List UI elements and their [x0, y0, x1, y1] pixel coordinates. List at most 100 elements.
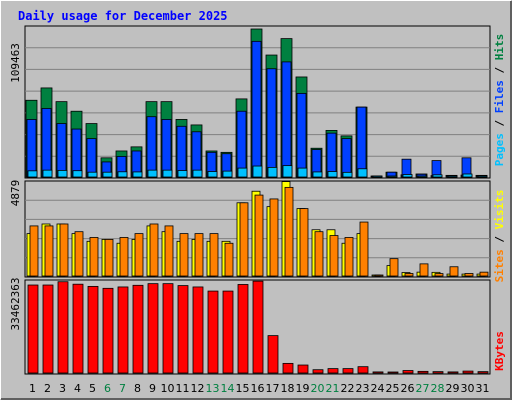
day-label-10: 10: [161, 382, 175, 395]
kbytes-legend: KBytes: [493, 331, 506, 371]
sites-bar-day-3: [59, 223, 69, 277]
kbytes-bar-day-20: [312, 369, 324, 374]
day-label-5: 5: [89, 382, 96, 395]
kbytes-bar-day-11: [177, 285, 189, 374]
kbytes-bar-day-6: [102, 287, 114, 374]
sites-bar-day-27: [419, 263, 429, 277]
sites-bar-day-5: [89, 237, 99, 277]
pages-bar-day-2: [42, 169, 53, 178]
hits-legend: Pages / Files / Hits: [493, 34, 506, 167]
kbytes-bar-day-12: [192, 286, 204, 374]
files-bar-day-5: [86, 138, 97, 178]
sites-bar-day-16: [254, 194, 264, 277]
legend-files: Files: [493, 80, 506, 113]
pages-bar-day-9: [147, 169, 158, 178]
sites-bar-day-10: [164, 225, 174, 277]
sites-bar-day-22: [344, 237, 354, 277]
legend-separator: /: [493, 113, 506, 133]
kbytes-bar-day-13: [207, 290, 219, 374]
legend-pages: Pages: [493, 133, 506, 166]
kbytes-bar-day-31: [477, 371, 489, 374]
files-bar-day-1: [26, 119, 37, 178]
kbytes-bar-day-5: [87, 285, 99, 374]
kbytes-bar-day-21: [327, 368, 339, 374]
day-label-4: 4: [74, 382, 81, 395]
visits-axis-max-label: 4879: [9, 180, 22, 207]
pages-bar-day-29: [447, 175, 458, 178]
pages-bar-day-7: [117, 171, 128, 178]
kbytes-bar-day-28: [432, 371, 444, 374]
day-label-1: 1: [29, 382, 36, 395]
day-label-29: 29: [446, 382, 460, 395]
day-label-19: 19: [296, 382, 310, 395]
sites-bar-day-9: [149, 223, 159, 277]
files-bar-day-21: [326, 132, 337, 178]
pages-bar-day-6: [102, 171, 113, 178]
sites-bar-day-12: [194, 233, 204, 277]
pages-bar-day-26: [402, 174, 413, 178]
pages-bar-day-31: [477, 175, 488, 178]
pages-bar-day-16: [252, 165, 263, 178]
kbytes-bar-day-23: [357, 366, 369, 374]
svg-text:Sites / Visits: Sites / Visits: [493, 190, 506, 283]
sites-bar-day-28: [434, 273, 444, 277]
files-bar-day-4: [71, 128, 82, 178]
day-label-23: 23: [356, 382, 370, 395]
day-label-24: 24: [371, 382, 385, 395]
sites-bar-day-25: [389, 258, 399, 277]
files-bar-day-11: [176, 125, 187, 178]
pages-bar-day-10: [162, 169, 173, 178]
pages-bar-day-1: [27, 170, 38, 178]
day-label-27: 27: [416, 382, 430, 395]
kbytes-bar-day-26: [402, 370, 414, 374]
pages-bar-day-3: [57, 170, 68, 178]
sites-bar-day-8: [134, 233, 144, 277]
sites-bar-day-6: [104, 238, 114, 277]
kbytes-bar-day-24: [372, 371, 384, 374]
sites-bar-day-21: [329, 235, 339, 277]
sites-bar-day-11: [179, 233, 189, 277]
day-label-25: 25: [386, 382, 400, 395]
files-bar-day-3: [56, 123, 67, 178]
legend-separator: /: [493, 229, 506, 249]
kbytes-bar-day-22: [342, 368, 354, 374]
day-label-3: 3: [59, 382, 66, 395]
sites-bar-day-31: [479, 271, 489, 277]
files-bar-day-9: [146, 116, 157, 178]
pages-bar-day-11: [177, 170, 188, 178]
pages-bar-day-28: [432, 174, 443, 178]
kbytes-bar-day-18: [282, 362, 294, 374]
kbytes-bar-day-16: [252, 280, 264, 374]
hits-axis-max-label: 109463: [9, 43, 22, 83]
sites-bar-day-4: [74, 231, 84, 277]
kbytes-bar-day-27: [417, 370, 429, 374]
files-bar-day-18: [281, 61, 292, 178]
kbytes-bar-day-30: [462, 370, 474, 374]
sites-bar-day-17: [269, 198, 279, 277]
sites-bar-day-26: [404, 273, 414, 277]
legend-visits: Visits: [493, 190, 506, 230]
kbytes-bar-day-10: [162, 283, 174, 374]
sites-bar-day-24: [374, 274, 384, 277]
pages-bar-day-30: [462, 173, 473, 178]
day-label-20: 20: [311, 382, 325, 395]
pages-bar-day-19: [297, 167, 308, 178]
kbytes-panel: [24, 279, 491, 375]
pages-bar-day-14: [222, 170, 233, 178]
day-label-6: 6: [104, 382, 111, 395]
day-label-30: 30: [461, 382, 475, 395]
sites-bar-day-14: [224, 242, 234, 277]
kbytes-bar-day-9: [147, 283, 159, 374]
pages-bar-day-5: [87, 171, 98, 178]
kbytes-bar-day-29: [447, 371, 459, 374]
pages-bar-day-18: [282, 165, 293, 178]
pages-bar-day-4: [72, 170, 83, 178]
kbytes-bar-day-25: [387, 371, 399, 374]
files-bar-day-22: [341, 138, 352, 178]
sites-bar-day-18: [284, 186, 294, 277]
day-label-13: 13: [206, 382, 220, 395]
day-label-28: 28: [431, 382, 445, 395]
sites-bar-day-15: [239, 202, 249, 277]
day-label-9: 9: [149, 382, 156, 395]
